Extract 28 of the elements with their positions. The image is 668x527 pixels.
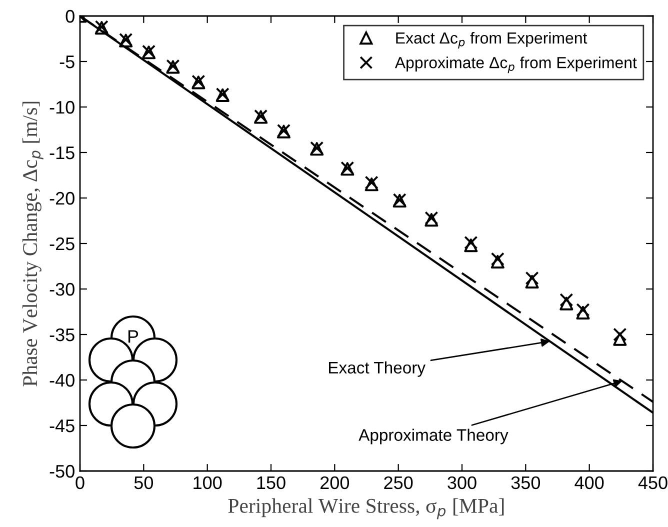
x-tick-label: 0 [76,476,84,490]
annotation: P [128,330,138,343]
x-tick-label: 300 [448,476,476,490]
x-tick-label: 150 [257,476,286,490]
y-tick-label: -40 [50,374,74,387]
x-tick-label: 450 [638,476,668,490]
x-tick-label: 50 [134,476,154,490]
x-axis-title: Peripheral Wire Stress, σ$_{p}$ [MPa] [228,498,504,520]
y-tick-label: -35 [50,328,74,342]
y-tick-label: -45 [50,420,74,432]
y-tick-label: -50 [50,464,74,478]
annotation: Approximate Theory [358,428,508,444]
x-tick-label: 200 [320,476,350,490]
y-axis-title: Phase Velocity Change, Δc$_{p}$ [m/s] [22,102,44,386]
y-tick-label: -10 [50,100,74,114]
x-tick-label: 250 [384,476,413,490]
legend-label: Approximate Δc$_{p}$ from Experiment [394,56,637,74]
legend-label: Exact Δc$_{p}$ from Experiment [396,32,588,48]
y-tick-label: -25 [50,237,74,250]
x-tick-label: 400 [574,476,604,490]
x-tick-label: 350 [511,476,540,490]
y-tick-label: 0 [66,10,74,23]
annotation: Exact Theory [329,361,426,377]
y-tick-label: -30 [50,282,74,296]
y-tick-label: -20 [50,192,74,205]
y-tick-label: -15 [50,146,74,160]
x-tick-label: 100 [194,476,222,490]
y-tick-label: -5 [60,56,74,68]
